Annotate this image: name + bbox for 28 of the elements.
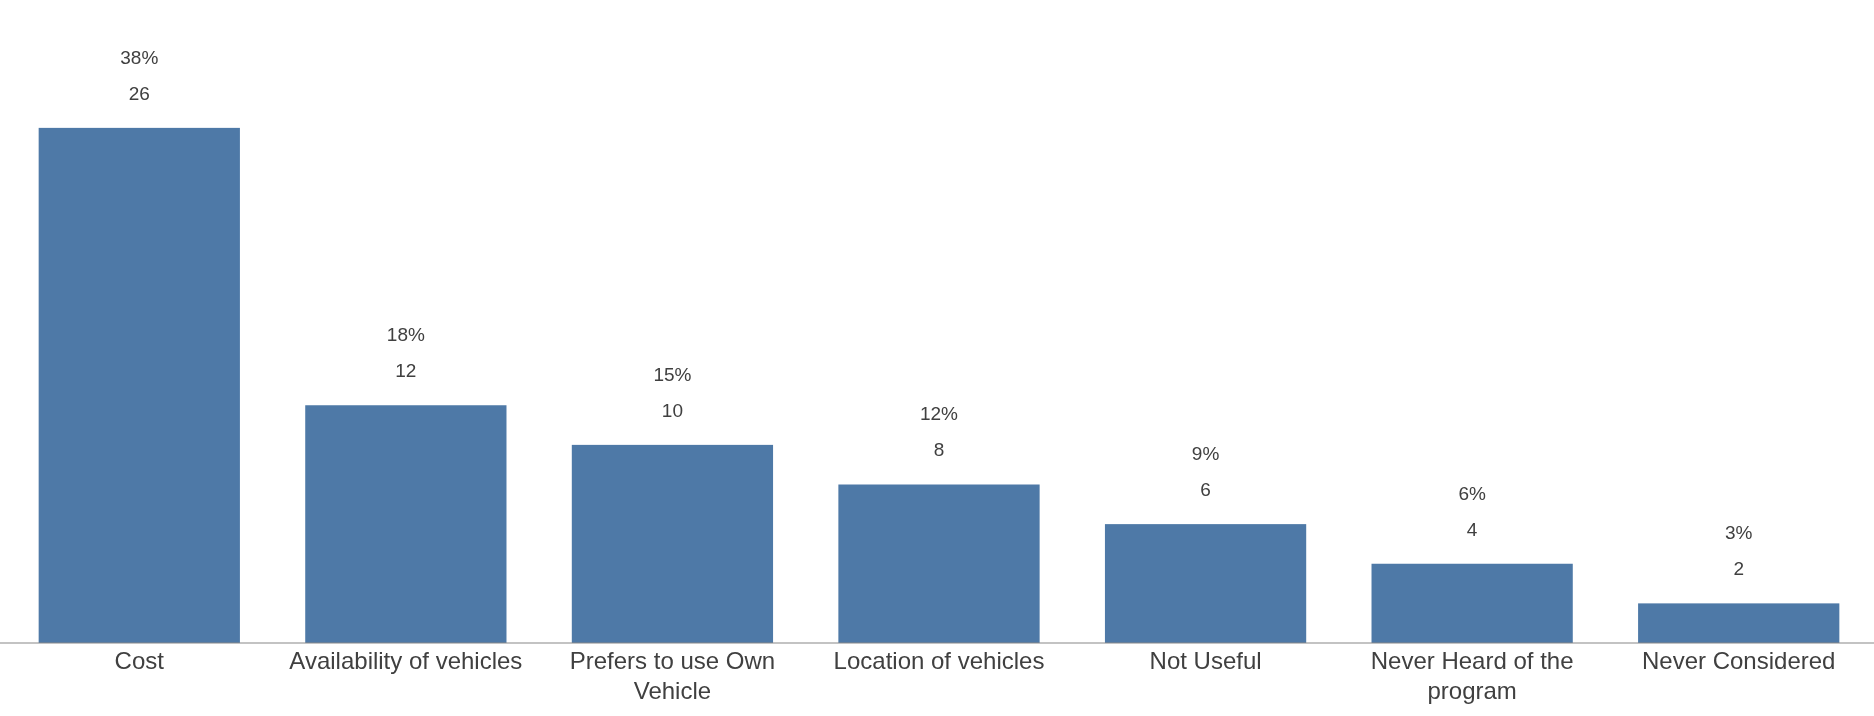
annotation: 9% [1191, 443, 1220, 465]
x-tick-label: Never Heard of the program [1370, 647, 1574, 704]
bar [1104, 524, 1307, 643]
x-tick-label: Availability of vehicles [289, 647, 523, 674]
data-label: 4 [1466, 518, 1478, 540]
data-label: 2 [1733, 558, 1744, 580]
bar [1371, 563, 1573, 643]
x-tick-label: Prefers to use Own Vehicle [569, 647, 776, 704]
bar [1638, 603, 1840, 643]
x-tick-label: Location of vehicles [833, 647, 1045, 674]
bar [571, 444, 774, 643]
data-label: 6 [1200, 479, 1211, 501]
x-tick-label: Cost [114, 647, 165, 674]
bar [838, 484, 1040, 643]
annotation: 3% [1724, 522, 1753, 544]
text: 38% [120, 46, 159, 68]
bar [38, 127, 240, 643]
annotation: 15% [653, 363, 692, 385]
x-tick-label: Not Useful [1149, 647, 1262, 674]
data-label: 26 [128, 82, 150, 104]
annotation: 12% [919, 403, 959, 425]
annotation: 18% [386, 324, 425, 346]
bar [305, 405, 507, 643]
data-label: 12 [395, 360, 417, 382]
data-label: 10 [661, 399, 683, 421]
annotation: 6% [1458, 482, 1486, 504]
x-tick-label: Never Considered [1642, 647, 1836, 674]
data-label: 8 [933, 439, 945, 461]
